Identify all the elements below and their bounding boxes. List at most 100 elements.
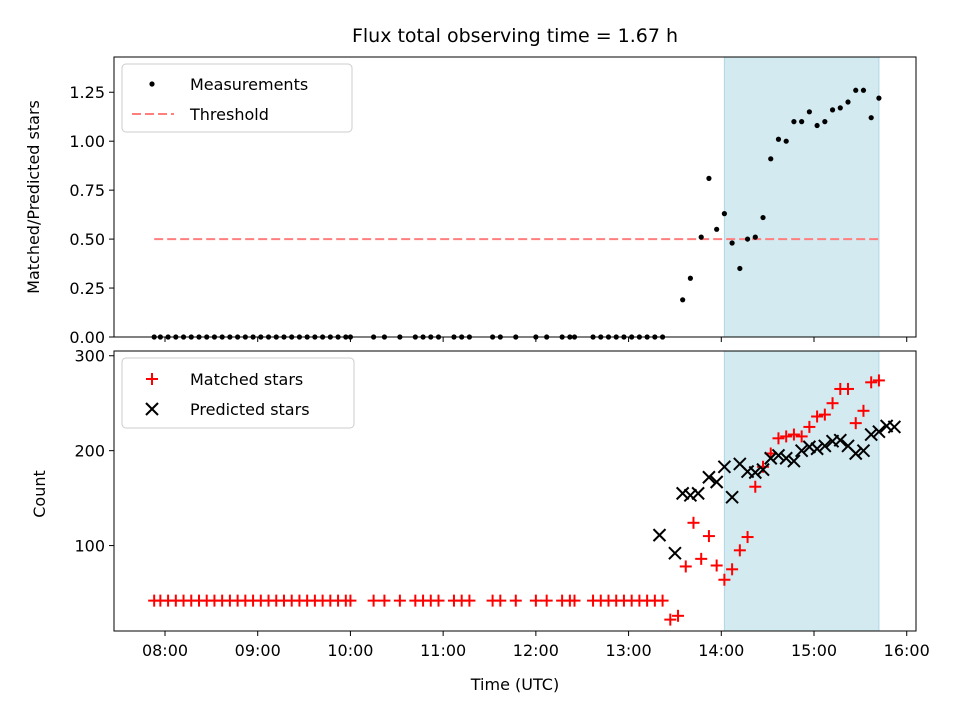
predicted-star-point — [794, 443, 809, 458]
x-tick-label: 09:00 — [235, 641, 281, 660]
y-tick-label: 1.00 — [69, 132, 105, 151]
measurement-point — [799, 119, 805, 125]
y-tick-label: 1.25 — [69, 83, 105, 102]
matched-star-point — [679, 560, 692, 573]
matched-star-point — [344, 594, 357, 607]
x-tick-label: 10:00 — [327, 641, 373, 660]
matched-star-point — [710, 559, 723, 572]
top-panel: 0.00 0.25 0.50 0.75 1.00 1.25 Matched/Predict… — [24, 56, 917, 347]
matched-star-point — [529, 594, 542, 607]
bottom-x-ticks: 08:00 09:00 10:00 11:00 12:00 13:00 14:00 15:00… — [142, 631, 930, 660]
matched-star-point — [787, 428, 800, 441]
measurement-point — [737, 265, 743, 272]
measurement-point — [721, 211, 727, 217]
measurement-point — [829, 107, 836, 113]
matched-star-point — [540, 594, 553, 607]
matched-star-point — [826, 397, 839, 410]
matched-legend-marker — [146, 373, 158, 385]
predicted-star-point — [717, 460, 732, 474]
measurement-point — [791, 119, 797, 125]
measurement-point — [822, 119, 828, 125]
bottom-y-ticks: 100 200 300 — [74, 347, 114, 556]
predicted-star-point — [748, 465, 762, 480]
matched-star-point — [795, 430, 808, 443]
measurement-point — [768, 156, 774, 162]
measurement-point — [783, 138, 789, 144]
measurement-point — [760, 214, 766, 221]
matched-star-point — [393, 594, 406, 607]
measurement-point — [806, 109, 812, 115]
matched-star-point — [687, 516, 700, 529]
measurement-point — [714, 226, 720, 232]
matched-star-point — [749, 480, 762, 493]
matched-star-point — [872, 374, 885, 387]
y-tick-label: 300 — [74, 347, 105, 366]
matched-star-point — [849, 417, 862, 430]
x-tick-label: 14:00 — [698, 641, 744, 660]
matched-star-point — [718, 573, 731, 586]
measurement-point — [868, 115, 874, 121]
predicted-star-point — [849, 446, 863, 461]
matched-star-point — [367, 594, 380, 607]
predicted-star-point — [683, 488, 698, 502]
x-tick-label: 15:00 — [791, 641, 837, 660]
matched-star-point — [772, 432, 785, 445]
predicted-stars-points — [652, 419, 902, 560]
measurement-point — [837, 105, 843, 111]
measurement-point — [729, 240, 735, 246]
chart-title: Flux total observing time = 1.67 h — [352, 25, 678, 47]
matched-star-point — [378, 594, 391, 607]
x-tick-label: 13:00 — [606, 641, 652, 660]
matched-star-point — [509, 594, 522, 607]
predicted-star-point — [864, 427, 878, 442]
matched-star-point — [664, 613, 677, 626]
top-y-ticks: 0.00 0.25 0.50 0.75 1.00 1.25 — [69, 83, 114, 347]
matched-star-point — [842, 382, 855, 395]
measurement-point — [687, 275, 693, 281]
predicted-star-point — [833, 433, 847, 447]
bottom-panel: 100 200 300 08:00 09:00 10:00 11:00 12:00 13:00… — [30, 347, 930, 694]
matched-star-point — [818, 408, 831, 421]
y-tick-label: 200 — [74, 442, 105, 461]
predicted-star-point — [675, 486, 690, 501]
measurement-point — [845, 99, 851, 105]
measurement-point — [706, 175, 712, 181]
measurement-point — [860, 87, 867, 93]
matched-star-point — [702, 530, 715, 543]
measurement-point — [853, 87, 859, 93]
predicted-star-point — [709, 475, 724, 489]
predicted-star-point — [856, 443, 871, 458]
matched-star-point — [568, 594, 581, 607]
y-tick-label: 0.75 — [69, 181, 105, 200]
legend-predicted-stars: Predicted stars — [190, 400, 310, 419]
y-tick-label: 0.50 — [69, 230, 105, 249]
x-axis-label: Time (UTC) — [470, 675, 559, 694]
bottom-legend: Matched stars Predicted stars — [121, 357, 355, 429]
matched-star-point — [811, 410, 824, 423]
predicted-star-point — [668, 546, 682, 560]
predicted-star-point — [764, 451, 778, 465]
predicted-star-point — [810, 442, 824, 456]
legend-threshold: Threshold — [189, 105, 269, 124]
matched-star-point — [432, 594, 445, 607]
measurements-legend-marker — [149, 81, 155, 87]
matched-star-point — [803, 420, 816, 433]
matched-star-point — [672, 609, 685, 622]
matched-star-point — [463, 594, 476, 607]
bottom-y-axis-label: Count — [30, 470, 49, 518]
predicted-star-point — [691, 486, 705, 501]
observing-window-shade — [723, 350, 880, 632]
predicted-star-point — [652, 528, 667, 542]
measurement-point — [698, 234, 704, 240]
predicted-star-point — [787, 454, 801, 468]
x-tick-label: 11:00 — [420, 641, 466, 660]
measurement-point — [814, 122, 820, 129]
matched-star-point — [494, 594, 507, 607]
matched-star-point — [733, 544, 746, 557]
top-y-axis-label: Matched/Predicted stars — [24, 100, 43, 294]
top-axes-frame — [113, 56, 917, 338]
predicted-star-point — [887, 420, 902, 434]
x-tick-label: 12:00 — [513, 641, 559, 660]
y-tick-label: 0.00 — [69, 328, 105, 347]
